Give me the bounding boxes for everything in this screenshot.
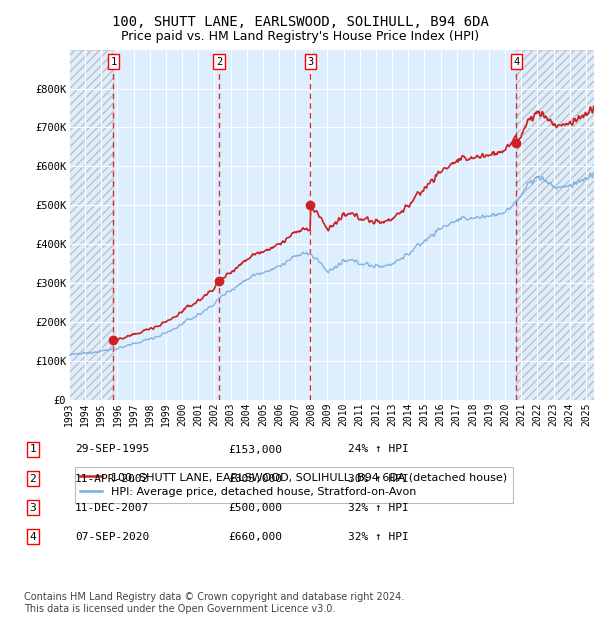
Bar [516, 50, 594, 400]
Text: 29-SEP-1995: 29-SEP-1995 [75, 445, 149, 454]
Bar [69, 50, 113, 400]
Text: 32% ↑ HPI: 32% ↑ HPI [348, 503, 409, 513]
Text: £305,000: £305,000 [228, 474, 282, 484]
Text: 1: 1 [110, 56, 116, 66]
Text: 4: 4 [513, 56, 520, 66]
Text: 3: 3 [307, 56, 314, 66]
Text: £660,000: £660,000 [228, 532, 282, 542]
Text: 100, SHUTT LANE, EARLSWOOD, SOLIHULL, B94 6DA: 100, SHUTT LANE, EARLSWOOD, SOLIHULL, B9… [112, 16, 488, 30]
Text: 3: 3 [29, 503, 37, 513]
Text: £500,000: £500,000 [228, 503, 282, 513]
Text: 2: 2 [29, 474, 37, 484]
Text: 4: 4 [29, 532, 37, 542]
Text: 07-SEP-2020: 07-SEP-2020 [75, 532, 149, 542]
Text: 30% ↑ HPI: 30% ↑ HPI [348, 474, 409, 484]
Text: 1: 1 [29, 445, 37, 454]
Text: 11-APR-2002: 11-APR-2002 [75, 474, 149, 484]
Text: 11-DEC-2007: 11-DEC-2007 [75, 503, 149, 513]
Text: £153,000: £153,000 [228, 445, 282, 454]
Text: Price paid vs. HM Land Registry's House Price Index (HPI): Price paid vs. HM Land Registry's House … [121, 30, 479, 43]
Text: Contains HM Land Registry data © Crown copyright and database right 2024.
This d: Contains HM Land Registry data © Crown c… [24, 592, 404, 614]
Legend: 100, SHUTT LANE, EARLSWOOD, SOLIHULL, B94 6DA (detached house), HPI: Average pri: 100, SHUTT LANE, EARLSWOOD, SOLIHULL, B9… [74, 467, 513, 503]
Text: 2: 2 [216, 56, 222, 66]
Text: 24% ↑ HPI: 24% ↑ HPI [348, 445, 409, 454]
Text: 32% ↑ HPI: 32% ↑ HPI [348, 532, 409, 542]
